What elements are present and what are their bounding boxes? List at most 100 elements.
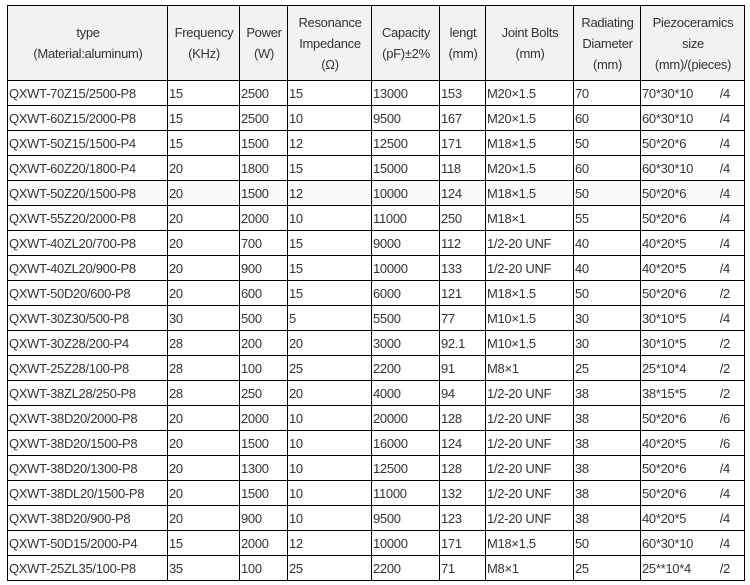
cell-power: 900	[239, 255, 288, 281]
cell-capacity: 10000	[371, 255, 440, 281]
header-power: Power (W)	[239, 5, 288, 81]
cell-capacity: 4000	[371, 380, 440, 406]
cell-power: 500	[239, 305, 288, 331]
cell-length: 124	[439, 180, 486, 206]
table-row: QXWT-38ZL28/250-P8 28 250 20 4000 94 1/2-20 UN…	[7, 380, 745, 406]
cell-impedance: 10	[287, 105, 372, 131]
cell-joint-bolts: M18×1.5	[485, 130, 574, 156]
cell-power: 1500	[239, 180, 288, 206]
cell-capacity: 16000	[371, 430, 440, 456]
cell-impedance: 15	[287, 80, 372, 106]
cell-power: 250	[239, 380, 288, 406]
table-row: QXWT-38D20/1500-P8 20 1500 10 16000 124 1/2-20…	[7, 430, 745, 456]
cell-length: 92.1	[439, 330, 486, 356]
piezo-pieces: /4	[719, 210, 731, 226]
cell-length: 132	[439, 480, 486, 506]
piezo-size: 30*10*5	[642, 335, 687, 351]
cell-frequency: 20	[167, 255, 240, 281]
cell-frequency: 20	[167, 405, 240, 431]
transducer-spec-table: type (Material:aluminum) Frequency (KHz) Pow…	[7, 5, 745, 581]
cell-radiating-diameter: 30	[573, 305, 641, 331]
piezo-pieces: /4	[719, 110, 731, 126]
cell-power: 1500	[239, 480, 288, 506]
piezo-size: 50*20*6	[642, 285, 687, 301]
cell-capacity: 15000	[371, 155, 440, 181]
cell-piezoceramics-size: 50*20*6/4	[640, 205, 745, 231]
header-text: (Ω)	[321, 56, 339, 72]
cell-type: QXWT-60Z20/1800-P4	[7, 155, 168, 181]
header-text: Capacity	[381, 25, 431, 40]
cell-power: 100	[239, 355, 288, 381]
header-text: (W)	[253, 46, 275, 61]
cell-capacity: 13000	[371, 80, 440, 106]
header-text: Impedance	[299, 35, 361, 51]
piezo-size: 40*20*5	[642, 235, 687, 251]
cell-capacity: 12500	[371, 455, 440, 481]
piezo-size: 60*30*10	[642, 110, 694, 126]
piezo-size: 30*10*5	[642, 310, 687, 326]
cell-piezoceramics-size: 70*30*10/4	[640, 80, 745, 106]
cell-capacity: 12500	[371, 130, 440, 156]
cell-joint-bolts: M10×1.5	[485, 330, 574, 356]
cell-type: QXWT-38ZL28/250-P8	[7, 380, 168, 406]
piezo-pieces: /2	[719, 335, 731, 351]
header-text: Radiating	[581, 14, 634, 30]
cell-piezoceramics-size: 40*20*5/6	[640, 430, 745, 456]
cell-impedance: 10	[287, 455, 372, 481]
cell-radiating-diameter: 50	[573, 280, 641, 306]
cell-piezoceramics-size: 25*10*4/2	[640, 355, 745, 381]
cell-radiating-diameter: 38	[573, 405, 641, 431]
header-text: (Material:aluminum)	[33, 46, 143, 61]
cell-joint-bolts: 1/2-20 UNF	[485, 455, 574, 481]
cell-power: 2000	[239, 530, 288, 556]
cell-radiating-diameter: 60	[573, 105, 641, 131]
piezo-pieces: /4	[719, 460, 731, 476]
cell-radiating-diameter: 38	[573, 380, 641, 406]
cell-frequency: 35	[167, 555, 240, 581]
cell-joint-bolts: 1/2-20 UNF	[485, 430, 574, 456]
header-text: size	[682, 35, 704, 51]
piezo-pieces: /6	[719, 410, 731, 426]
piezo-pieces: /4	[719, 185, 731, 201]
cell-radiating-diameter: 38	[573, 505, 641, 531]
cell-joint-bolts: M18×1.5	[485, 280, 574, 306]
cell-capacity: 11000	[371, 205, 440, 231]
cell-piezoceramics-size: 30*10*5/2	[640, 330, 745, 356]
cell-power: 200	[239, 330, 288, 356]
piezo-size: 50*20*6	[642, 485, 687, 501]
table-row: QXWT-50Z15/1500-P4 15 1500 12 12500 171 M18×1.…	[7, 130, 745, 156]
cell-type: QXWT-38D20/1300-P8	[7, 455, 168, 481]
cell-piezoceramics-size: 60*30*10/4	[640, 105, 745, 131]
piezo-size: 60*30*10	[642, 160, 694, 176]
table-row: QXWT-38D20/900-P8 20 900 10 9500 123 1/2-20 UN…	[7, 505, 745, 531]
cell-type: QXWT-50Z15/1500-P4	[7, 130, 168, 156]
cell-length: 250	[439, 205, 486, 231]
cell-length: 153	[439, 80, 486, 106]
cell-length: 77	[439, 305, 486, 331]
piezo-pieces: /2	[719, 285, 731, 301]
cell-power: 1500	[239, 130, 288, 156]
header-text: Power	[246, 25, 282, 40]
cell-length: 171	[439, 530, 486, 556]
cell-type: QXWT-60Z15/2000-P8	[7, 105, 168, 131]
cell-power: 700	[239, 230, 288, 256]
cell-capacity: 10000	[371, 530, 440, 556]
cell-joint-bolts: M20×1.5	[485, 80, 574, 106]
piezo-pieces: /4	[719, 85, 731, 101]
cell-radiating-diameter: 30	[573, 330, 641, 356]
cell-piezoceramics-size: 50*20*6/6	[640, 405, 745, 431]
cell-impedance: 10	[287, 205, 372, 231]
cell-radiating-diameter: 25	[573, 555, 641, 581]
cell-power: 1500	[239, 430, 288, 456]
cell-type: QXWT-50D15/2000-P4	[7, 530, 168, 556]
cell-type: QXWT-50Z20/1500-P8	[7, 180, 168, 206]
cell-piezoceramics-size: 60*30*10/4	[640, 155, 745, 181]
piezo-pieces: /4	[719, 135, 731, 151]
piezo-pieces: /2	[719, 360, 731, 376]
header-text: (mm)	[592, 56, 623, 72]
header-type: type (Material:aluminum)	[7, 5, 168, 81]
table-row: QXWT-25Z28/100-P8 28 100 25 2200 91 M8×1 25 25*1…	[7, 355, 745, 381]
table-row: QXWT-30Z28/200-P4 28 200 20 3000 92.1 M10×1.5 3…	[7, 330, 745, 356]
cell-impedance: 5	[287, 305, 372, 331]
cell-radiating-diameter: 40	[573, 255, 641, 281]
